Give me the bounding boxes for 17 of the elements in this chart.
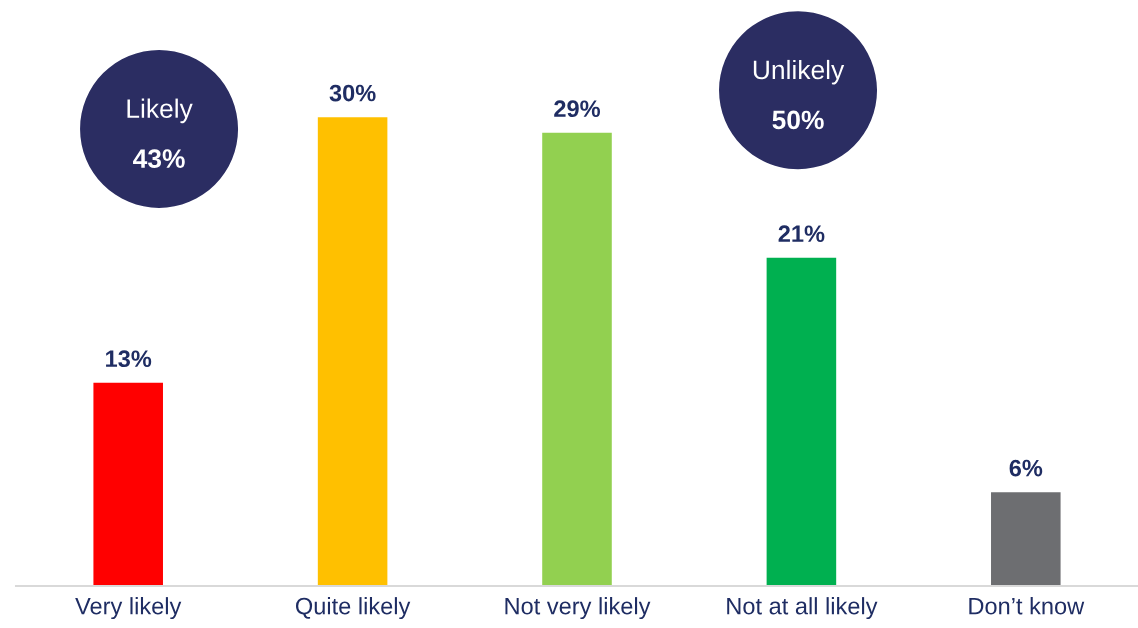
bar [991, 492, 1061, 586]
annotation: Likely 43% [127, 98, 193, 168]
data-label: 29% [554, 100, 601, 118]
bar [766, 257, 837, 586]
annotation: Unlikely 50% [753, 59, 845, 130]
x-tick-label: Not very likely [505, 597, 651, 620]
bar [542, 132, 612, 586]
x-tick-label: Not at all likely [727, 597, 878, 620]
data-label: 21% [778, 225, 825, 243]
bar [317, 117, 388, 586]
bar [93, 382, 163, 586]
data-label: 13% [106, 350, 152, 368]
data-label: 6% [1009, 459, 1043, 477]
x-tick-label: Very likely [75, 597, 182, 620]
x-tick-label: Don’t know [969, 597, 1085, 615]
data-label: 30% [329, 84, 376, 102]
x-tick-label: Quite likely [295, 597, 411, 620]
